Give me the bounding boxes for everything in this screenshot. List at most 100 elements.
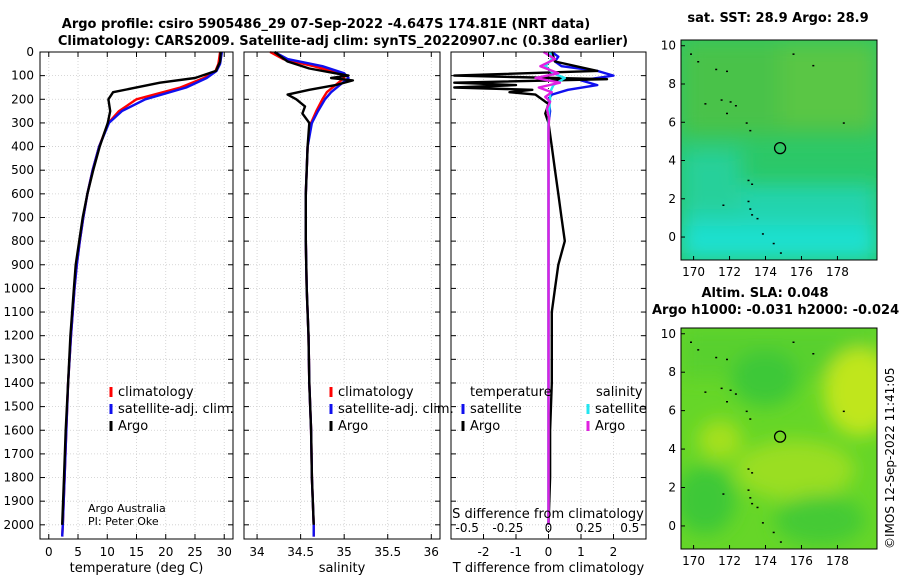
island-mark bbox=[842, 122, 845, 124]
x-tick-label: 20 bbox=[158, 545, 173, 559]
sst-map-panel: sat. SST: 28.9 Argo: 28.9 170 172 174 176 17… bbox=[661, 11, 878, 279]
s-diff-tick-label: 0 bbox=[545, 521, 553, 535]
map-x-tick-label: 174 bbox=[754, 554, 777, 568]
island-mark bbox=[720, 387, 723, 390]
map-x-tick-label: 176 bbox=[790, 554, 813, 568]
map-y-tick-label: 4 bbox=[668, 154, 676, 168]
y-tick-label: 1500 bbox=[3, 400, 34, 414]
island-mark bbox=[726, 358, 728, 361]
island-mark bbox=[779, 541, 782, 543]
island-mark bbox=[690, 53, 692, 55]
y-tick-label: 900 bbox=[11, 258, 34, 272]
x-tick-label: 5 bbox=[74, 545, 82, 559]
island-mark bbox=[715, 356, 718, 359]
island-mark bbox=[747, 468, 750, 470]
series-argo bbox=[273, 51, 355, 525]
x-tick-label: 25 bbox=[187, 545, 202, 559]
legend-label: climatology bbox=[118, 385, 194, 400]
island-mark bbox=[747, 179, 750, 182]
y-tick-label: 1600 bbox=[3, 423, 34, 437]
s-diff-tick-label: -0.5 bbox=[456, 521, 479, 535]
map-x-tick-label: 172 bbox=[718, 554, 741, 568]
map-x-tick-label: 172 bbox=[718, 265, 741, 279]
island-mark bbox=[722, 493, 725, 495]
timestamp-stamp: ©IMOS 12-Sep-2022 11:41:05 bbox=[883, 367, 897, 549]
axes-frame bbox=[243, 51, 441, 540]
map-x-tick-label: 170 bbox=[682, 554, 705, 568]
x-tick-label: 36 bbox=[424, 545, 439, 559]
map-y-tick-label: 0 bbox=[668, 230, 676, 244]
y-tick-label: 700 bbox=[11, 210, 34, 224]
y-tick-label: 1900 bbox=[3, 494, 34, 508]
y-tick-label: 0 bbox=[26, 45, 34, 59]
island-mark bbox=[734, 393, 737, 395]
island-mark bbox=[745, 122, 748, 124]
island-mark bbox=[751, 214, 754, 216]
island-mark bbox=[761, 522, 764, 524]
y-tick-label: 300 bbox=[11, 116, 34, 130]
s-diff-tick-label: 0.5 bbox=[620, 521, 639, 535]
sla-map-coastline bbox=[690, 341, 845, 543]
island-mark bbox=[747, 200, 750, 203]
temperature-panel: 0 5 10 15 20 25 300100200300400500600700800900… bbox=[3, 45, 233, 576]
island-mark bbox=[779, 252, 782, 254]
map-y-tick-label: 2 bbox=[668, 192, 676, 206]
figure-title-line1: Argo profile: csiro 5905486_29 07-Sep-20… bbox=[62, 17, 590, 32]
island-mark bbox=[745, 410, 748, 413]
island-mark bbox=[756, 217, 759, 220]
island-mark bbox=[772, 242, 775, 245]
sla-map-title-line1: Altim. SLA: 0.048 bbox=[702, 286, 829, 301]
legend-label: Argo bbox=[470, 419, 500, 434]
y-tick-label: 1100 bbox=[3, 305, 34, 319]
x-tick-label: 0 bbox=[545, 545, 553, 559]
y-tick-label: 400 bbox=[11, 140, 34, 154]
island-mark bbox=[729, 389, 732, 391]
y-tick-label: 600 bbox=[11, 187, 34, 201]
x-tick-label: 0 bbox=[45, 545, 53, 559]
sst-map-coastline bbox=[690, 53, 845, 254]
island-mark bbox=[715, 68, 718, 71]
island-mark bbox=[792, 341, 795, 343]
credit-line1: Argo Australia bbox=[88, 502, 166, 515]
y-tick-label: 200 bbox=[11, 92, 34, 106]
island-mark bbox=[729, 101, 732, 103]
legend-label: satellite bbox=[470, 402, 522, 417]
x-tick-label: -1 bbox=[510, 545, 522, 559]
island-mark bbox=[690, 341, 692, 343]
y-tick-label: 100 bbox=[11, 69, 34, 83]
legend-label: satellite bbox=[595, 402, 647, 417]
x-tick-label: -2 bbox=[478, 545, 490, 559]
map-y-tick-label: 8 bbox=[668, 77, 676, 91]
sst-argo-location-marker bbox=[773, 141, 787, 155]
sla-map-title-line2: Argo h1000: -0.031 h2000: -0.024 bbox=[652, 303, 899, 318]
legend-label: Argo bbox=[595, 419, 625, 434]
island-mark bbox=[749, 418, 752, 420]
island-mark bbox=[761, 233, 764, 235]
credit-line2: PI: Peter Oke bbox=[88, 515, 159, 528]
x-tick-label: 30 bbox=[217, 545, 232, 559]
y-tick-label: 1700 bbox=[3, 447, 34, 461]
island-mark bbox=[726, 70, 728, 73]
island-mark bbox=[812, 64, 815, 67]
x-tick-label: 35 bbox=[337, 545, 352, 559]
series-s-argo bbox=[534, 50, 562, 525]
map-x-tick-label: 176 bbox=[790, 265, 813, 279]
series-t-argo bbox=[453, 51, 609, 525]
y-tick-label: 1300 bbox=[3, 352, 34, 366]
s-diff-tick-label: -0.25 bbox=[492, 521, 523, 535]
map-y-tick-label: 0 bbox=[668, 519, 676, 533]
island-mark bbox=[734, 105, 737, 107]
y-tick-label: 2000 bbox=[3, 518, 34, 532]
legend-heading-temperature: temperature bbox=[470, 385, 552, 400]
y-tick-label: 500 bbox=[11, 163, 34, 177]
map-x-tick-label: 170 bbox=[682, 265, 705, 279]
x-tick-label: 15 bbox=[129, 545, 144, 559]
island-mark bbox=[772, 531, 775, 534]
map-y-tick-label: 4 bbox=[668, 442, 676, 456]
x-tick-label: 35.5 bbox=[374, 545, 401, 559]
island-mark bbox=[720, 99, 723, 101]
island-mark bbox=[722, 204, 725, 206]
island-mark bbox=[726, 112, 728, 115]
x-axis-label: T difference from climatology bbox=[452, 561, 645, 576]
map-y-tick-label: 10 bbox=[661, 327, 676, 341]
